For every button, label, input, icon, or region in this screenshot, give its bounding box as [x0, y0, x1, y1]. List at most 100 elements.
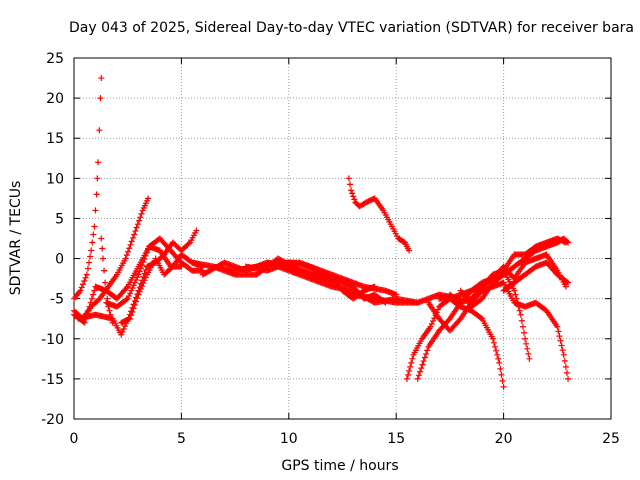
data-point	[88, 247, 95, 254]
data-point	[555, 328, 562, 335]
data-point	[132, 298, 139, 305]
plot-frame	[73, 57, 612, 420]
data-point	[408, 359, 415, 366]
data-point	[95, 159, 102, 166]
data-point	[120, 326, 127, 333]
data-point	[81, 319, 88, 326]
data-point	[136, 288, 143, 295]
data-point	[516, 307, 523, 314]
data-point	[132, 228, 139, 235]
data-point	[193, 227, 200, 234]
data-point	[128, 312, 135, 319]
data-point	[125, 248, 132, 255]
data-point	[133, 224, 140, 231]
data-point	[554, 323, 561, 330]
data-point	[77, 287, 84, 294]
data-point	[91, 223, 98, 230]
data-point	[123, 284, 130, 291]
data-point	[495, 355, 502, 362]
data-point	[136, 268, 143, 275]
data-point	[130, 282, 137, 289]
data-point	[126, 315, 133, 322]
data-point	[83, 271, 90, 278]
data-point	[556, 333, 563, 340]
data-point	[348, 187, 355, 194]
data-point	[145, 195, 152, 202]
series-trace-late-4	[436, 295, 507, 390]
data-point	[561, 357, 568, 364]
y-tick-label: 15	[46, 131, 64, 147]
data-point	[131, 279, 138, 286]
data-point	[419, 361, 426, 368]
y-tick-label: 25	[46, 51, 64, 67]
data-point	[129, 234, 136, 241]
data-point	[98, 75, 105, 82]
data-point	[565, 279, 572, 286]
data-point	[428, 320, 435, 327]
data-point	[137, 285, 144, 292]
y-axis-title: SDTVAR / TECUs	[8, 181, 24, 296]
data-point	[562, 363, 569, 370]
data-point	[515, 303, 522, 310]
data-point	[371, 283, 378, 290]
data-marks	[71, 75, 572, 390]
data-point	[94, 175, 101, 182]
data-point	[565, 239, 572, 246]
y-tick-label: -5	[50, 292, 64, 308]
data-point	[514, 299, 521, 306]
data-point	[82, 274, 89, 281]
data-point	[420, 358, 427, 365]
data-point	[424, 347, 431, 354]
data-point	[99, 255, 106, 262]
x-tick-label: 0	[70, 431, 79, 447]
data-point	[96, 127, 103, 134]
data-point	[135, 291, 142, 298]
data-point	[129, 308, 136, 315]
data-point	[142, 252, 149, 259]
data-point	[526, 355, 533, 362]
chart-title: Day 043 of 2025, Sidereal Day-to-day VTE…	[69, 20, 634, 36]
data-point	[78, 284, 85, 291]
data-point	[137, 265, 144, 272]
data-point	[127, 241, 134, 248]
data-point	[522, 335, 529, 342]
data-point	[128, 238, 135, 245]
data-point	[123, 252, 130, 259]
data-point	[136, 217, 143, 224]
data-point	[562, 283, 569, 290]
data-point	[557, 337, 564, 344]
series-trace-mid-5	[264, 259, 464, 306]
data-point	[403, 375, 410, 382]
data-point	[140, 280, 147, 287]
data-point	[563, 238, 570, 245]
data-point	[133, 276, 140, 283]
data-point	[135, 271, 142, 278]
data-point	[126, 245, 133, 252]
data-point	[409, 355, 416, 362]
data-point	[351, 196, 358, 203]
data-point	[494, 351, 501, 358]
data-point	[97, 95, 104, 102]
x-tick-label: 25	[602, 431, 620, 447]
data-point	[99, 245, 106, 252]
data-point	[118, 331, 125, 338]
y-tick-label: -15	[41, 372, 64, 388]
data-point	[131, 301, 138, 308]
data-point	[523, 340, 530, 347]
data-point	[417, 368, 424, 375]
series-trace-late-6	[457, 235, 572, 310]
axis-ticks: 0 5 10 15 20 25 -20 -15 -10 -5 0 5 10 15 20 25	[41, 51, 620, 447]
y-tick-label: 0	[55, 252, 64, 268]
data-point	[127, 290, 134, 297]
data-point	[134, 274, 141, 281]
data-point	[102, 279, 109, 286]
data-point	[490, 339, 497, 346]
data-point	[90, 291, 97, 298]
data-point	[134, 295, 141, 302]
data-point	[89, 239, 96, 246]
data-point	[139, 283, 146, 290]
data-point	[525, 350, 532, 357]
data-point	[119, 328, 126, 335]
x-tick-label: 5	[177, 431, 186, 447]
